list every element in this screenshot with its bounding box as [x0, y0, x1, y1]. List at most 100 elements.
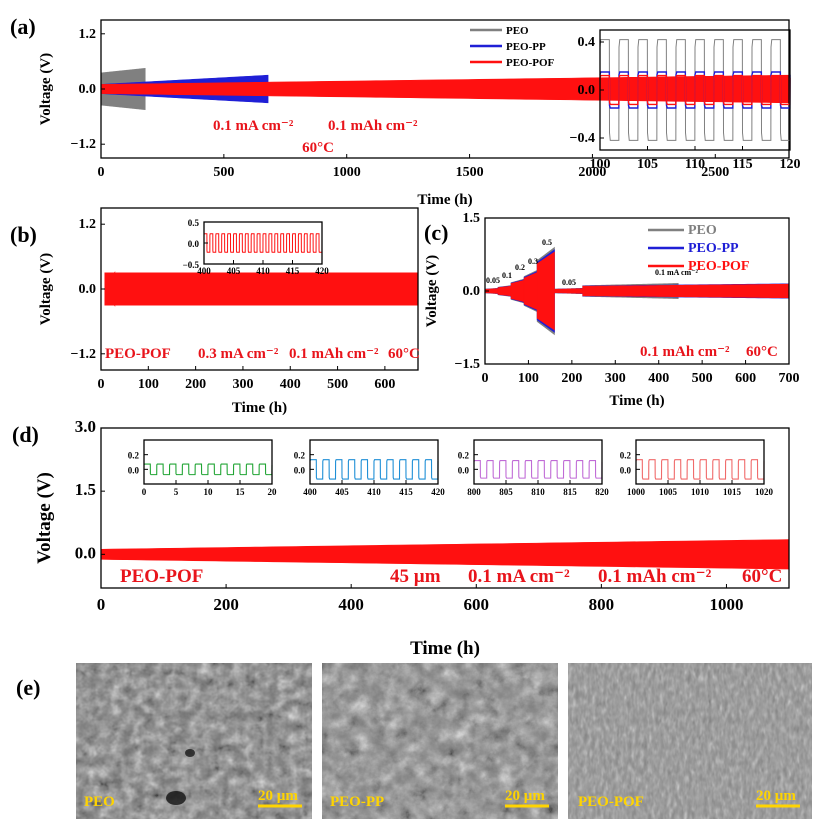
- series-peo-pof-band: [104, 272, 419, 306]
- rate-step-band: [497, 285, 512, 297]
- x-tick-label: 120: [780, 157, 801, 172]
- x-tick-label: 815: [563, 487, 577, 497]
- x-tick-label: 2500: [701, 165, 729, 180]
- x-tick-label: 110: [685, 157, 705, 172]
- sem-panel-e: PEO 20 µm PEO-PP 20 µm PEO-POF 20 µm: [76, 663, 812, 819]
- y-tick-label: 0.2: [458, 451, 470, 461]
- x-axis-title: Time (h): [410, 638, 480, 659]
- y-axis-title: Voltage (V): [34, 472, 55, 564]
- y-tick-label: 3.0: [75, 417, 96, 436]
- zoom-trace-peo: [599, 39, 791, 141]
- x-tick-label: 400: [303, 487, 317, 497]
- x-axis-title: Time (h): [417, 192, 472, 208]
- x-tick-label: 800: [467, 487, 481, 497]
- annotation-current: 0.1 mA cm⁻²: [213, 118, 294, 134]
- x-axis-title: Time (h): [232, 400, 287, 416]
- rate-step-band: [582, 283, 790, 299]
- x-tick-label: 600: [735, 371, 756, 386]
- x-tick-label: 800: [589, 595, 615, 614]
- x-tick-label: 100: [590, 157, 611, 172]
- sem-scale-peo-pp: 20 µm: [505, 788, 545, 804]
- inset-trace: [203, 233, 323, 253]
- rate-step-label: 0.05: [486, 276, 500, 285]
- x-tick-label: 400: [280, 377, 301, 392]
- chart-panel-b: 0 100 200 300 400 500 600 −1.2 0.0 1.2 Time (h) Vol…: [38, 207, 420, 416]
- x-tick-label: 820: [595, 487, 609, 497]
- legend-label: PEO: [688, 223, 717, 238]
- x-tick-label: 300: [605, 371, 626, 386]
- rate-step-label: 0.1: [502, 271, 512, 280]
- sem-scale-peo-pof: 20 µm: [756, 788, 796, 804]
- x-tick-label: 415: [399, 487, 413, 497]
- y-tick-label: 1.5: [463, 211, 481, 226]
- x-tick-label: 600: [464, 595, 490, 614]
- x-tick-label: 600: [374, 377, 395, 392]
- x-tick-label: 1000: [709, 595, 743, 614]
- x-tick-label: 0: [142, 487, 147, 497]
- inset-trace: [143, 463, 273, 476]
- zoom-trace-peo-pp: [599, 71, 791, 109]
- rate-step-label: 0.1 mA cm⁻²: [655, 268, 698, 277]
- y-tick-label: −1.2: [71, 347, 96, 362]
- annotation-sample: PEO-POF: [120, 566, 203, 587]
- annotation-temp: 60°C: [388, 346, 420, 362]
- x-tick-label: 0: [98, 165, 105, 180]
- y-tick-label: 0.0: [128, 465, 140, 475]
- x-tick-label: 810: [531, 487, 545, 497]
- y-tick-label: 0.0: [79, 282, 97, 297]
- y-axis-title: Voltage (V): [38, 253, 54, 325]
- chart-panel-a-zoom: 100 105 110 115 120 −0.4 0.0 0.4: [570, 29, 801, 172]
- y-tick-label: 0.0: [578, 83, 596, 98]
- legend-label: PEO-POF: [506, 57, 555, 69]
- x-tick-label: 405: [335, 487, 349, 497]
- y-tick-label: 0.0: [188, 239, 200, 249]
- rate-step-band: [510, 279, 525, 303]
- y-tick-label: 1.5: [75, 480, 96, 499]
- annotation-temp: 60°C: [302, 140, 334, 156]
- annotation-capacity: 0.1 mAh cm⁻²: [640, 344, 730, 360]
- y-tick-label: −0.4: [570, 131, 595, 146]
- x-tick-label: 105: [637, 157, 658, 172]
- x-tick-label: 5: [174, 487, 179, 497]
- annotation-capacity: 0.1 mAh cm⁻²: [328, 118, 418, 134]
- y-tick-label: 0.5: [188, 218, 200, 228]
- x-tick-label: 400: [338, 595, 364, 614]
- panel-label-a: (a): [10, 14, 36, 39]
- panel-label-c: (c): [424, 220, 448, 245]
- x-tick-label: 500: [327, 377, 348, 392]
- x-tick-label: 1000: [627, 487, 646, 497]
- sem-label-peo-pof: PEO-POF: [578, 794, 644, 810]
- inset-trace: [309, 459, 439, 480]
- y-tick-label: 0.2: [128, 451, 140, 461]
- y-tick-label: 0.0: [294, 465, 306, 475]
- annotation-sample: PEO-POF: [105, 346, 171, 362]
- x-tick-label: 410: [256, 266, 270, 276]
- panel-label-d: (d): [12, 422, 39, 447]
- series-peo-pof-band: [100, 539, 790, 570]
- x-tick-label: 100: [518, 371, 539, 386]
- rate-step-label: 0.05: [562, 278, 576, 287]
- inset-trace: [473, 459, 603, 479]
- rate-step-band: [536, 251, 555, 331]
- inset-bg: [144, 440, 272, 484]
- x-tick-label: 0: [482, 371, 489, 386]
- x-tick-label: 420: [431, 487, 445, 497]
- y-tick-label: 0.0: [458, 465, 470, 475]
- plot-frame: [100, 427, 790, 589]
- sem-label-peo-pp: PEO-PP: [330, 794, 384, 810]
- sem-image-peo: PEO 20 µm: [76, 663, 312, 819]
- y-tick-label: −1.2: [71, 137, 96, 152]
- y-tick-label: 0.0: [620, 465, 632, 475]
- sem-image-peo-pp: PEO-PP 20 µm: [322, 663, 558, 819]
- x-tick-label: 2000: [578, 165, 606, 180]
- x-axis-title: Time (h): [609, 393, 664, 409]
- annotation-current: 0.1 mA cm⁻²: [468, 566, 570, 587]
- rate-step-band: [523, 272, 538, 310]
- rate-step-label: 0.2: [515, 263, 525, 272]
- annotation-thickness: 45 µm: [390, 566, 441, 587]
- x-tick-label: 500: [692, 371, 713, 386]
- panel-label-e: (e): [16, 675, 40, 700]
- x-tick-label: 1005: [659, 487, 678, 497]
- x-tick-label: 1000: [333, 165, 361, 180]
